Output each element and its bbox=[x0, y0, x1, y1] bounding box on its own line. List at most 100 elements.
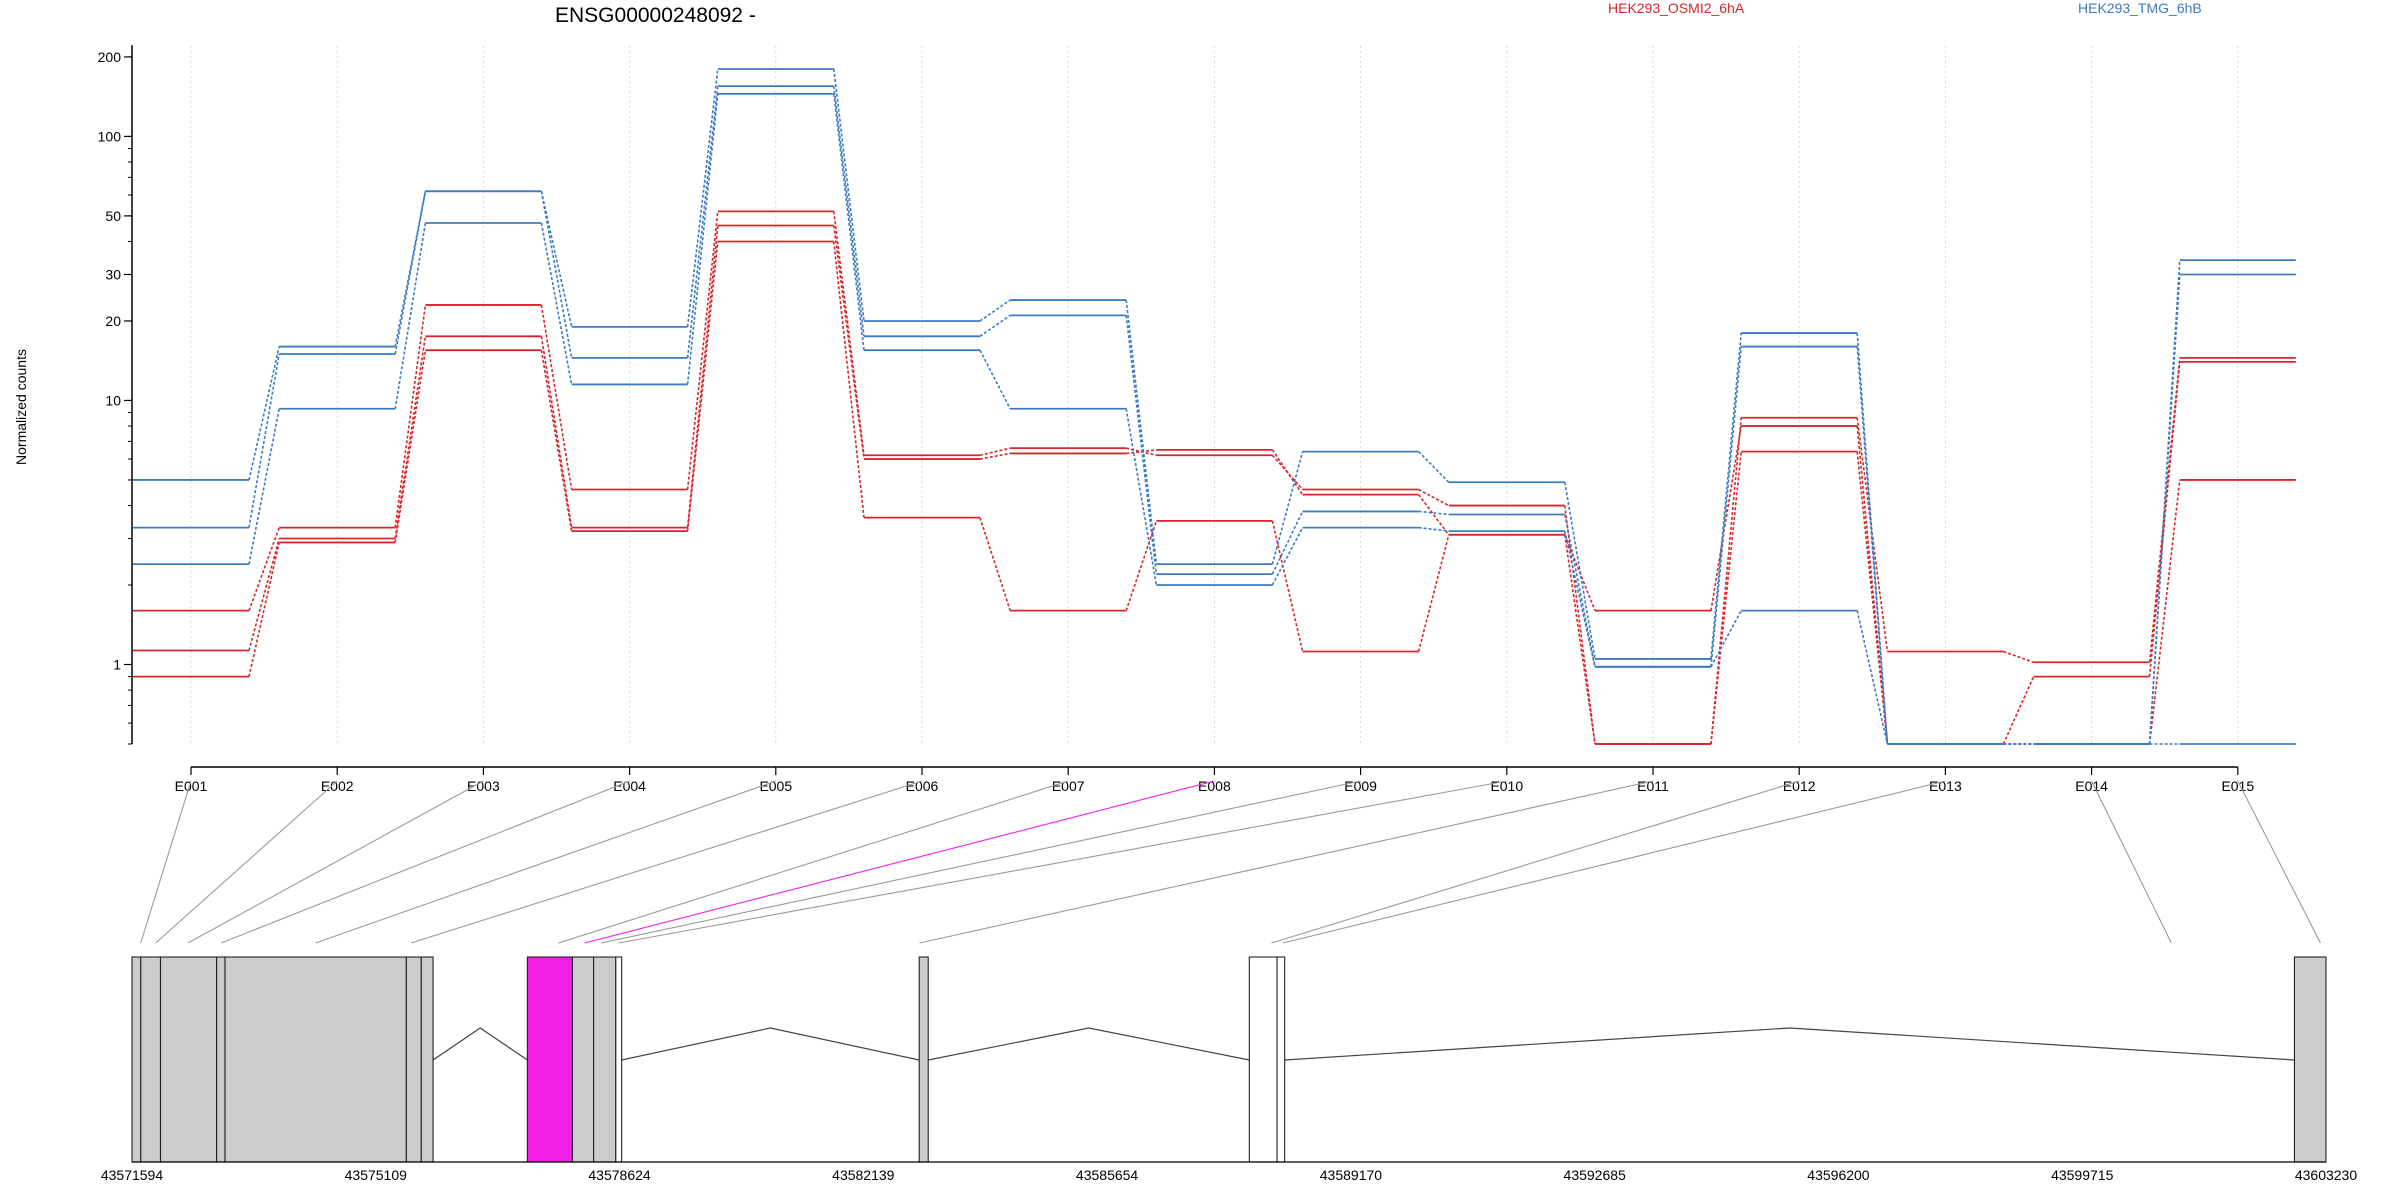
series-HEK293_TMG_6hB bbox=[133, 92, 2296, 745]
exon-connector-segment bbox=[394, 191, 427, 347]
exon-connector-segment bbox=[1418, 451, 1450, 483]
exon-mapping-line bbox=[2091, 780, 2172, 944]
genomic-coordinate-label: 43571594 bbox=[101, 1167, 164, 1183]
exon-connector-segment bbox=[1710, 425, 1742, 611]
exon-connector-segment bbox=[1564, 534, 1596, 745]
exon-connector-segment bbox=[1564, 514, 1596, 667]
exon-connector-segment bbox=[1418, 488, 1450, 507]
y-tick-label: 200 bbox=[98, 49, 122, 65]
genomic-coordinate-label: 43578624 bbox=[588, 1167, 651, 1183]
exon-connector-segment bbox=[1125, 299, 1158, 565]
exon-block bbox=[420, 956, 434, 1163]
x-tick-label: E008 bbox=[1198, 778, 1231, 794]
exon-block bbox=[593, 956, 617, 1163]
exon-connector-segment bbox=[248, 527, 280, 611]
exon-connector-segment bbox=[1271, 451, 1304, 565]
exon-block bbox=[216, 956, 226, 1163]
exon-block bbox=[159, 956, 218, 1163]
x-tick-label: E007 bbox=[1052, 778, 1085, 794]
grid bbox=[190, 46, 2239, 744]
exon-connector-segment bbox=[2148, 361, 2181, 677]
exon-connector-segment bbox=[833, 241, 865, 518]
gene-model: 43571594 43575109 43578624 43582139 43585654… bbox=[101, 956, 2358, 1183]
exon-connector-segment bbox=[2148, 479, 2181, 745]
x-tick-label: E001 bbox=[175, 778, 208, 794]
exon-connector-segment bbox=[540, 304, 573, 490]
genomic-coordinate-label: 43575109 bbox=[345, 1167, 408, 1183]
exon-mapping-line bbox=[155, 780, 338, 944]
intron-line bbox=[621, 1027, 920, 1061]
genomic-coordinate-label: 43582139 bbox=[832, 1167, 895, 1183]
x-tick-label: E015 bbox=[2221, 778, 2254, 794]
exon-connector-segment bbox=[540, 222, 573, 385]
exon-connector-segment bbox=[394, 191, 427, 355]
x-tick-label: E006 bbox=[906, 778, 939, 794]
exon-connector-segment bbox=[2002, 676, 2035, 745]
exon-mapping-line bbox=[411, 780, 923, 944]
y-tick-label: 10 bbox=[105, 392, 121, 408]
genomic-coordinate-label: 43589170 bbox=[1320, 1167, 1383, 1183]
exon-block bbox=[1276, 956, 1286, 1163]
exon-mapping-line bbox=[919, 780, 1654, 944]
x-tick-label: E010 bbox=[1490, 778, 1523, 794]
exon-connector-segment bbox=[686, 211, 719, 490]
exon-connector-segment bbox=[394, 350, 427, 543]
genomic-coordinate-label: 43585654 bbox=[1076, 1167, 1139, 1183]
exon-connector-segment bbox=[540, 191, 573, 328]
exon-connector-segment bbox=[540, 336, 573, 528]
exon-connector-segment bbox=[686, 241, 719, 532]
exon-connector-segment bbox=[2148, 274, 2181, 745]
exon-connector-segment bbox=[1418, 510, 1449, 516]
y-tick-label: 100 bbox=[98, 128, 122, 144]
exon-connector-segment bbox=[686, 86, 719, 358]
exon-connector-segment bbox=[1418, 526, 1449, 532]
genomic-coordinate-label: 43596200 bbox=[1807, 1167, 1870, 1183]
exon-connector-segment bbox=[979, 452, 1011, 460]
exon-block bbox=[2293, 956, 2327, 1163]
exon-mapping-line bbox=[315, 780, 776, 944]
exon-block bbox=[1248, 956, 1278, 1163]
x-tick-label: E012 bbox=[1783, 778, 1816, 794]
intron-line bbox=[1284, 1027, 2295, 1061]
highlighted-exon-block bbox=[526, 956, 574, 1163]
exon-mapping-line bbox=[1271, 780, 1800, 944]
axes: 1 10 20 30 50 100 200 bbox=[98, 45, 2239, 775]
exon-mapping-line bbox=[220, 780, 630, 944]
chart-title: ENSG00000248092 - bbox=[555, 4, 756, 27]
genomic-coordinate-label: 43592685 bbox=[1564, 1167, 1627, 1183]
exon-connector-segment bbox=[1271, 511, 1304, 575]
exon-mapping-line bbox=[618, 780, 1507, 944]
exon-connector-segment bbox=[979, 349, 1011, 410]
x-tick-label: E005 bbox=[759, 778, 792, 794]
exon-connector-segment bbox=[1564, 530, 1596, 668]
y-axis-label: Normalized counts bbox=[13, 349, 29, 465]
exon-connector-segment bbox=[248, 538, 280, 651]
exon-connector-segment bbox=[1856, 451, 1889, 745]
exon-connectors bbox=[140, 780, 2321, 944]
x-tick-label: E003 bbox=[467, 778, 500, 794]
legend-entry-osmi2: HEK293_OSMI2_6hA bbox=[1608, 0, 1745, 16]
exon-block bbox=[131, 956, 142, 1163]
exon-connector-segment bbox=[248, 353, 280, 528]
exon-connector-segment bbox=[540, 191, 573, 358]
exon-connector-segment bbox=[833, 86, 865, 337]
exon-connector-segment bbox=[1271, 449, 1304, 496]
exon-connector-segment bbox=[1710, 610, 1742, 668]
exon-connector-segment bbox=[979, 314, 1011, 337]
genomic-coordinate-label: 43603230 bbox=[2295, 1167, 2358, 1183]
exon-connector-segment bbox=[979, 447, 1011, 457]
exon-connector-segment bbox=[833, 68, 865, 322]
exon-connector-segment bbox=[1417, 534, 1450, 652]
exon-connector-segment bbox=[1856, 346, 1889, 745]
exon-connector-segment bbox=[2003, 650, 2034, 663]
exon-mapping-line bbox=[1282, 780, 1946, 944]
exon-mapping-line bbox=[558, 780, 1069, 944]
exon-mapping-line bbox=[2237, 780, 2321, 944]
exon-block bbox=[918, 956, 929, 1163]
y-tick-label: 20 bbox=[105, 313, 121, 329]
exon-connector-segment bbox=[1126, 449, 1157, 455]
series-HEK293_OSMI2_6hA bbox=[133, 240, 2296, 745]
series-HEK293_TMG_6hB bbox=[133, 85, 2296, 745]
exon-block bbox=[615, 956, 623, 1163]
